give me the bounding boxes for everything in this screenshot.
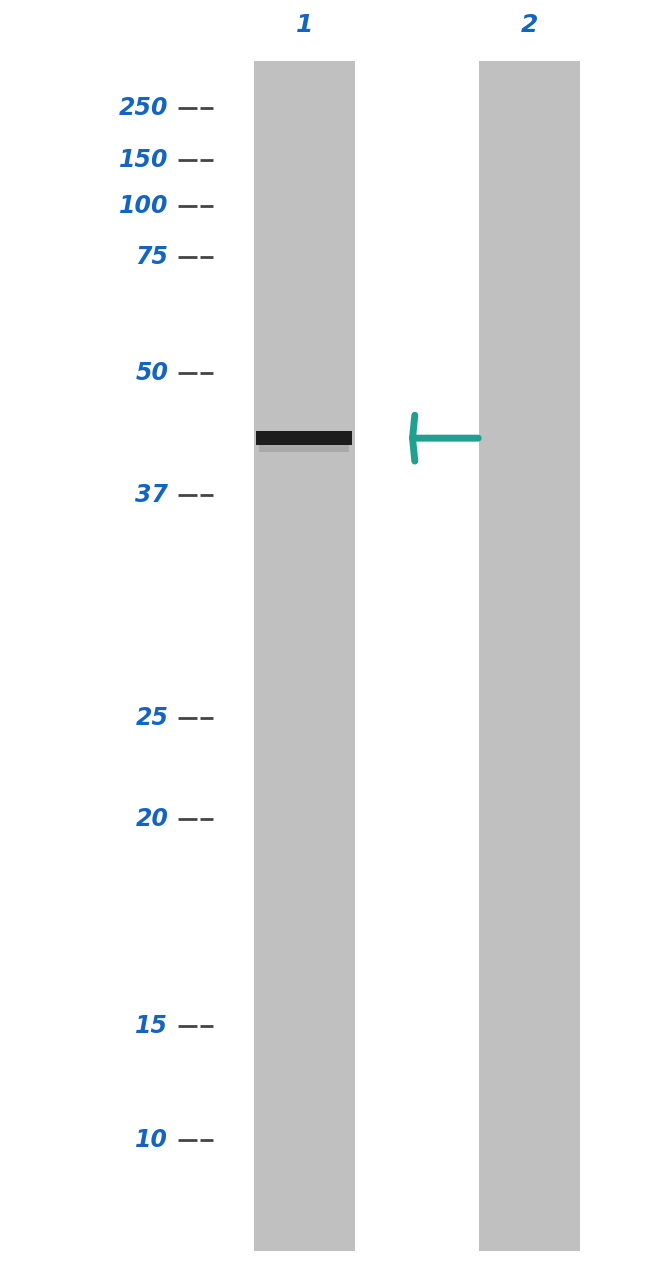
Text: 25: 25 [135, 706, 168, 729]
Text: 75: 75 [135, 245, 168, 268]
Text: 50: 50 [135, 362, 168, 385]
Bar [256, 432, 352, 446]
Text: 100: 100 [119, 194, 168, 217]
Bar [479, 61, 580, 1251]
Text: 15: 15 [135, 1015, 168, 1038]
Text: 2: 2 [521, 14, 538, 37]
Text: 150: 150 [119, 149, 168, 171]
Text: 1: 1 [296, 14, 313, 37]
Bar [259, 446, 350, 452]
Text: 10: 10 [135, 1129, 168, 1152]
Text: 20: 20 [135, 808, 168, 831]
Bar [254, 61, 355, 1251]
Text: 250: 250 [119, 97, 168, 119]
Text: 37: 37 [135, 484, 168, 507]
